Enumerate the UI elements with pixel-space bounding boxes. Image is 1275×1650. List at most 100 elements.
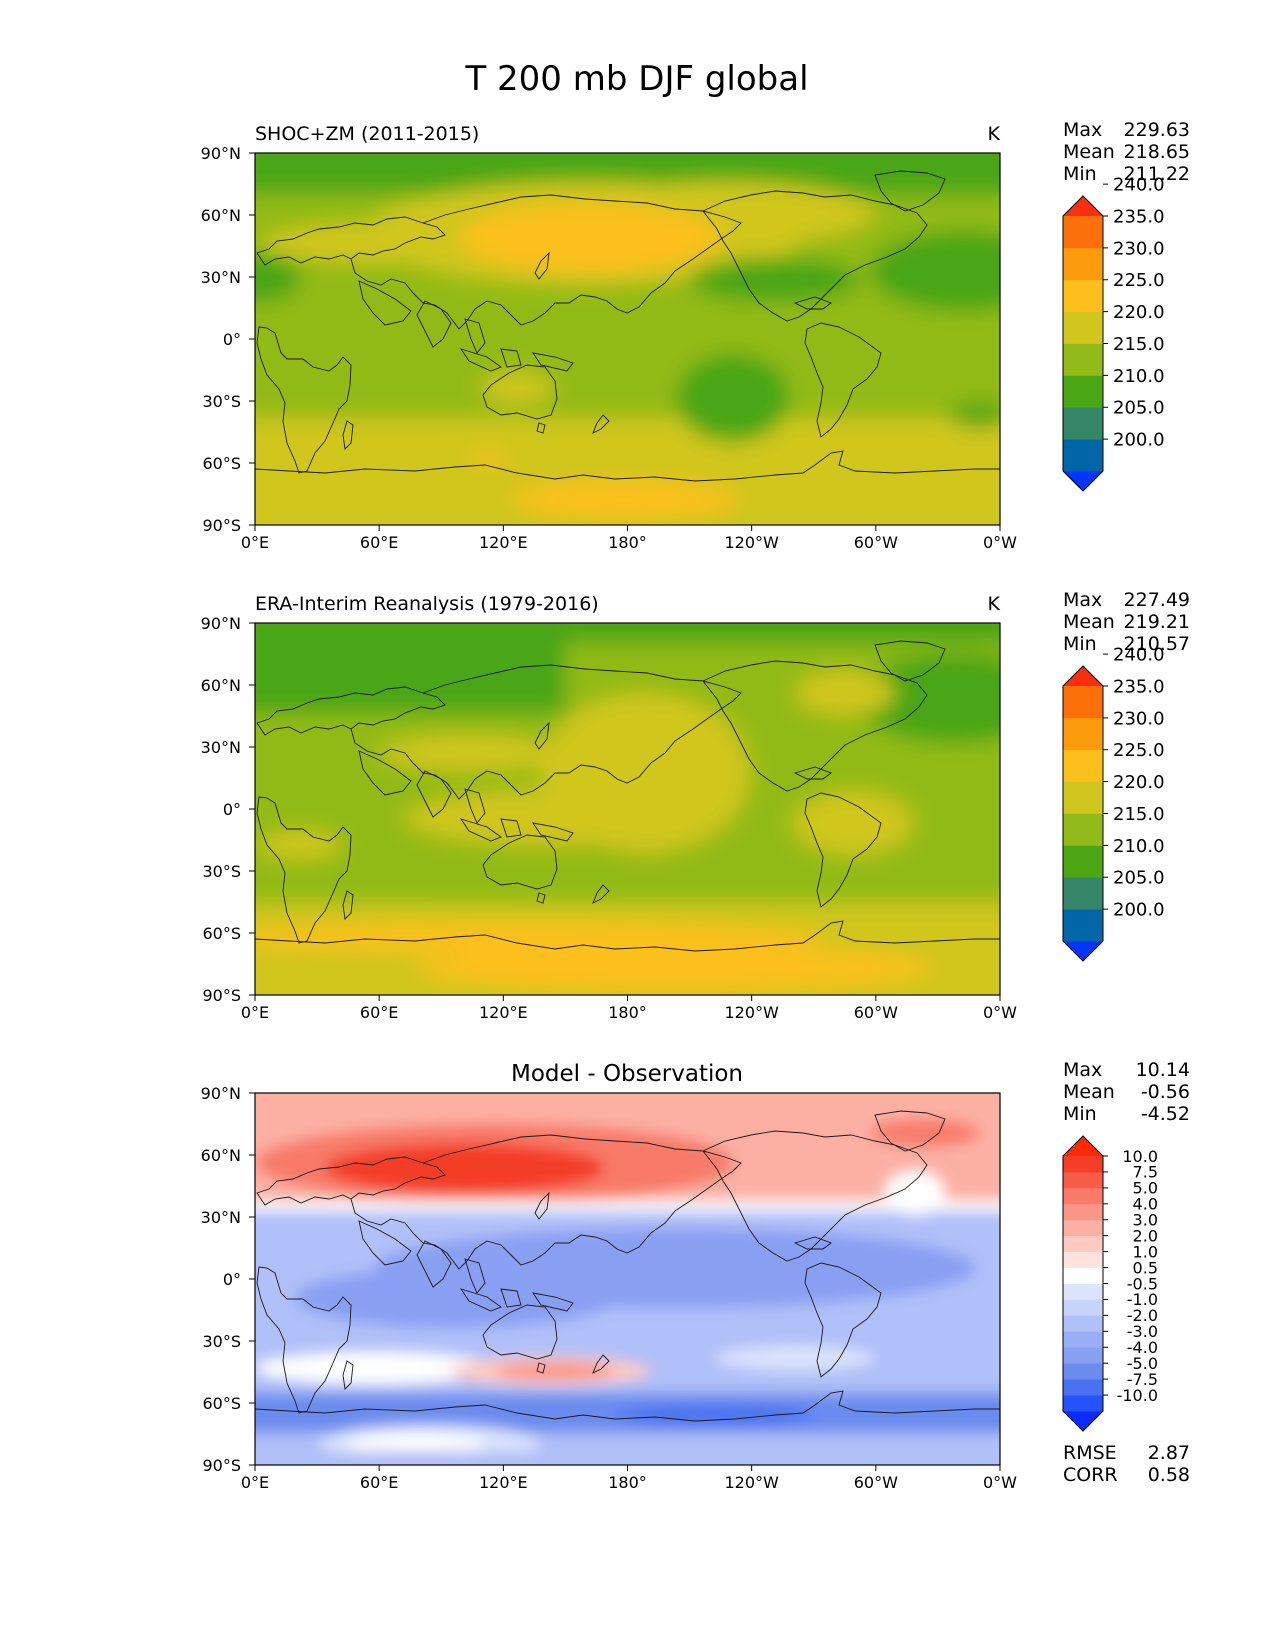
colorbar-tick-label: 220.0 [1113,302,1165,323]
stat-label: Mean [1063,1081,1115,1103]
observation-x-ticks: 0°E 60°E 120°E 180° 120°W 60°W 0°W [241,995,1017,1022]
difference-x-ticks: 0°E 60°E 120°E 180° 120°W 60°W 0°W [241,1465,1017,1492]
colorbar-extend-top [1063,666,1103,686]
y-tick-label: 30°N [201,738,241,757]
difference-y-ticks: 90°N 60°N 30°N 0° 30°S 60°S 90°S [201,1084,255,1475]
y-tick-label: 0° [223,1270,241,1289]
colorbar-extend-top [1063,196,1103,216]
colorbar-bin [1063,1315,1103,1332]
colorbar-bin [1063,1187,1103,1205]
colorbar-tick-label: 240.0 [1113,645,1165,666]
colorbar-bin [1063,1299,1103,1316]
figure-title: T 200 mb DJF global [464,59,808,99]
model-colorbar: 200.0 205.0 210.0 215.0 220.0 225.0 230.0 235.0… [1062,175,1165,492]
x-tick-label: 120°W [724,533,779,552]
colorbar-tick-label: 225.0 [1113,270,1165,291]
panel-observation: ERA-Interim Reanalysis (1979-2016) K 0°E… [201,593,1018,1022]
y-tick-label: 60°S [202,454,241,473]
colorbar-bin [1063,781,1103,814]
difference-panel-title: Model - Observation [511,1061,743,1087]
model-panel-title: SHOC+ZM (2011-2015) [255,123,479,145]
colorbar-tick-label: 5.0 [1133,1179,1158,1198]
colorbar-extend-top [1063,1136,1103,1156]
colorbar-tick-label: -0.5 [1127,1274,1158,1293]
colorbar-tick-label: 1.0 [1133,1242,1158,1261]
colorbar-tick-label: 3.0 [1133,1211,1158,1230]
colorbar-bin [1063,813,1103,846]
y-tick-label: 60°S [202,924,241,943]
stat-value: 211.22 [1124,163,1190,185]
x-tick-label: 0°W [983,533,1017,552]
x-tick-label: 0°E [241,533,269,552]
observation-panel-units: K [988,593,1001,615]
stat-label: Mean [1063,611,1115,633]
observation-colorbar: 200.0 205.0 210.0 215.0 220.0 225.0 230.0 235.0… [1062,645,1165,962]
y-tick-label: 60°N [201,676,241,695]
colorbar-bin [1063,407,1103,440]
colorbar-bin [1063,1235,1103,1253]
observation-y-ticks: 90°N 60°N 30°N 0° 30°S 60°S 90°S [201,614,255,1005]
stat-value: 0.58 [1148,1464,1190,1486]
stat-value: 2.87 [1148,1442,1190,1464]
y-tick-label: 30°S [202,392,241,411]
y-tick-label: 30°N [201,268,241,287]
y-tick-label: 60°N [201,206,241,225]
colorbar-extend-bottom [1063,471,1103,491]
colorbar-tick-label: 230.0 [1113,708,1165,729]
colorbar-bin [1063,216,1103,249]
colorbar-tick-label: 7.5 [1133,1163,1158,1182]
y-tick-label: 90°S [202,1456,241,1475]
colorbar-bin [1063,1251,1103,1268]
colorbar-extend-bottom [1063,1411,1103,1431]
x-tick-label: 120°E [479,1473,528,1492]
colorbar-tick-label: 2.0 [1133,1226,1158,1245]
x-tick-label: 0°W [983,1003,1017,1022]
difference-colorbar: -10.0-7.5-5.0-4.0-3.0-2.0-1.0-0.50.51.02… [1062,1135,1158,1432]
colorbar-outline [1062,665,1104,962]
colorbar-bin [1063,1283,1103,1300]
stat-value: -0.56 [1141,1081,1190,1103]
colorbar-bin [1063,1203,1103,1221]
stat-label: Max [1063,589,1102,611]
colorbar-bin [1063,909,1103,942]
y-tick-label: 30°S [202,1332,241,1351]
observation-field [255,623,1000,995]
colorbar-tick-label: 225.0 [1113,740,1165,761]
x-tick-label: 60°W [854,533,898,552]
x-tick-label: 120°E [479,533,528,552]
y-tick-label: 90°N [201,614,241,633]
colorbar-outline [1062,195,1104,492]
colorbar-bin [1063,1379,1103,1396]
y-tick-label: 90°S [202,986,241,1005]
colorbar-bin [1063,279,1103,313]
stat-value: 10.14 [1136,1059,1190,1081]
colorbar-tick-label: 10.0 [1122,1147,1158,1166]
colorbar-tick-label: -1.0 [1127,1290,1158,1309]
x-tick-label: 0°E [241,1473,269,1492]
colorbar-bin [1063,343,1103,376]
stat-value: -4.52 [1141,1103,1190,1125]
colorbar-tick-label: 0.5 [1133,1258,1158,1277]
model-y-ticks: 90°N 60°N 30°N 0° 30°S 60°S 90°S [201,144,255,535]
model-x-ticks: 0°E 60°E 120°E 180° 120°W 60°W 0°W [241,525,1017,552]
colorbar-bin [1063,439,1103,472]
colorbar-tick-label: 215.0 [1113,804,1165,825]
difference-field [255,1093,1000,1465]
stat-label: Min [1063,1103,1097,1125]
model-field [255,153,1000,525]
colorbar-bin [1063,686,1103,719]
colorbar-bin [1063,247,1103,281]
observation-stats: Max 227.49 Mean 219.21 Min 210.57 [1063,589,1190,655]
stat-value: 227.49 [1124,589,1190,611]
colorbar-tick-label: 200.0 [1113,430,1165,451]
y-tick-label: 90°N [201,1084,241,1103]
colorbar-tick-label: 205.0 [1113,868,1165,889]
y-tick-label: 90°S [202,516,241,535]
y-tick-label: 0° [223,330,241,349]
colorbar-tick-label: 205.0 [1113,398,1165,419]
colorbar-tick-label: 4.0 [1133,1195,1158,1214]
colorbar-bin [1063,717,1103,751]
stat-value: 210.57 [1124,633,1190,655]
colorbar-tick-label: 235.0 [1113,676,1165,697]
